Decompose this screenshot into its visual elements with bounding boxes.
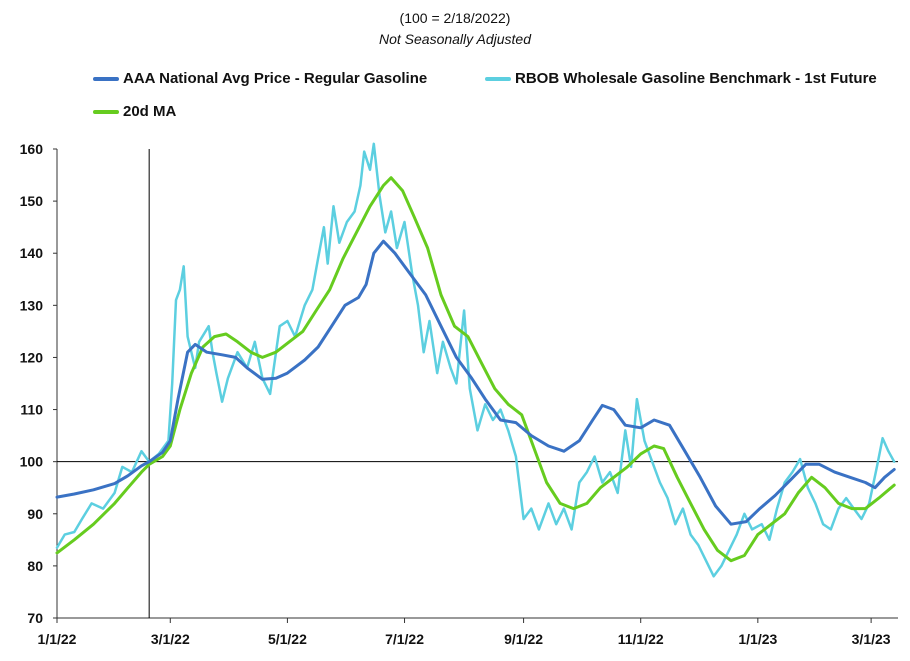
y-tick-label: 110 <box>20 402 43 418</box>
legend-swatch-aaa <box>93 76 119 81</box>
series-line-rbob <box>55 142 896 578</box>
series-line-20d-ma <box>55 176 896 563</box>
legend-label-ma: 20d MA <box>123 103 177 120</box>
series-line-aaa <box>55 239 896 526</box>
y-tick-label: 150 <box>20 193 44 209</box>
y-tick-label: 90 <box>27 506 43 522</box>
x-tick-label: 1/1/22 <box>38 631 77 647</box>
x-tick-label: 1/1/23 <box>738 631 777 647</box>
y-tick-label: 70 <box>27 610 43 626</box>
y-tick-label: 130 <box>20 297 44 313</box>
y-tick-label: 100 <box>20 454 44 470</box>
legend-item-aaa: AAA National Avg Price - Regular Gasolin… <box>93 70 427 87</box>
legend-item-rbob: RBOB Wholesale Gasoline Benchmark - 1st … <box>485 70 877 87</box>
x-tick-label: 3/1/22 <box>151 631 190 647</box>
legend-label-aaa: AAA National Avg Price - Regular Gasolin… <box>123 70 428 87</box>
x-tick-label: 7/1/22 <box>385 631 424 647</box>
chart-subtitle: (100 = 2/18/2022) <box>399 10 511 26</box>
x-tick-label: 3/1/23 <box>852 631 891 647</box>
x-tick-label: 9/1/22 <box>504 631 543 647</box>
legend-item-ma: 20d MA <box>93 103 176 120</box>
chart-note: Not Seasonally Adjusted <box>378 31 532 47</box>
legend-swatch-rbob <box>485 76 511 81</box>
x-tick-label: 5/1/22 <box>268 631 307 647</box>
y-tick-label: 80 <box>27 558 43 574</box>
legend-swatch-ma <box>93 109 119 114</box>
legend-label-rbob: RBOB Wholesale Gasoline Benchmark - 1st … <box>515 70 877 87</box>
x-tick-label: 11/1/22 <box>618 631 664 647</box>
y-tick-label: 120 <box>20 349 44 365</box>
y-tick-label: 140 <box>20 245 44 261</box>
y-tick-label: 160 <box>20 141 44 157</box>
